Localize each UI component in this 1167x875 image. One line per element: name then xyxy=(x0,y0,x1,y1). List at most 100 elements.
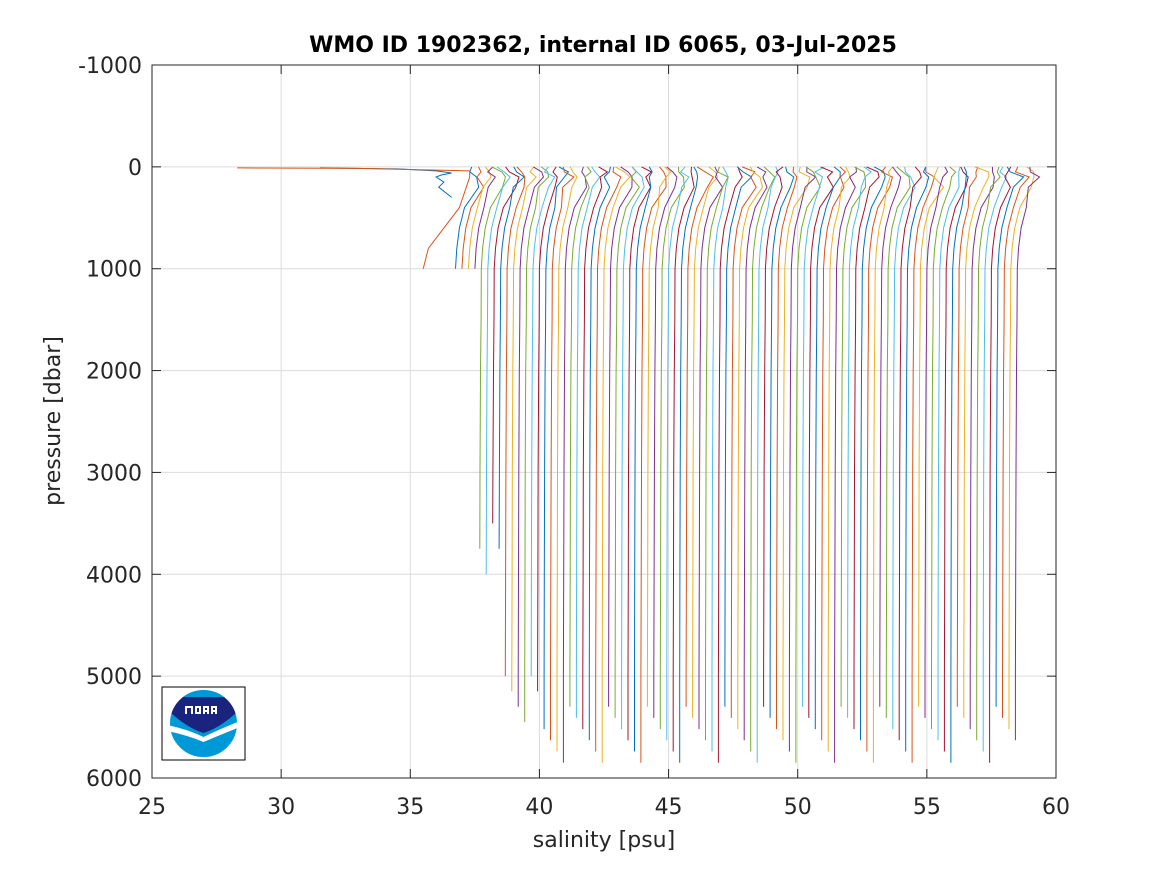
salinity-profile-line xyxy=(743,166,768,741)
salinity-profile-line xyxy=(776,166,798,730)
salinity-profile-line xyxy=(524,166,550,722)
salinity-profile-line xyxy=(485,166,511,575)
salinity-profile-line xyxy=(763,166,784,707)
salinity-profile-line xyxy=(685,166,715,707)
salinity-profile-line xyxy=(892,166,916,730)
x-tick-label: 55 xyxy=(913,795,941,820)
salinity-profile-line xyxy=(795,166,821,763)
salinity-profile-line xyxy=(569,166,592,707)
salinity-profile-line xyxy=(905,166,930,752)
salinity-profile-line xyxy=(943,166,969,752)
salinity-profile-line xyxy=(898,166,922,741)
salinity-profile-line xyxy=(556,166,578,752)
salinity-profile-line xyxy=(931,166,957,730)
salinity-profile-line xyxy=(653,166,678,718)
salinity-profile-line xyxy=(730,166,757,718)
salinity-profile-line xyxy=(963,166,990,718)
x-tick-label: 50 xyxy=(784,795,812,820)
x-tick-label: 25 xyxy=(138,795,166,820)
salinity-profile-line xyxy=(737,166,764,730)
data-layer xyxy=(237,166,1041,763)
salinity-profile-line xyxy=(517,166,545,707)
x-axis-label: salinity [psu] xyxy=(533,828,675,853)
salinity-profile-line xyxy=(679,166,699,763)
noaa-wordmark xyxy=(185,706,217,714)
salinity-profile-line xyxy=(1002,166,1031,718)
salinity-profile-line xyxy=(847,166,873,718)
salinity-profile-line xyxy=(879,166,902,707)
salinity-profile-line xyxy=(717,166,743,763)
noaa-logo xyxy=(161,686,246,761)
salinity-profile-line xyxy=(782,166,811,741)
tick-layer: 25 30 35 40 45 50 55 60 -1000 0 1000 2000 3000 4000 50… xyxy=(78,54,1070,820)
salinity-profile-line xyxy=(634,166,653,752)
salinity-profile-line xyxy=(601,166,631,763)
x-tick-label: 40 xyxy=(525,795,553,820)
salinity-profile-line xyxy=(989,166,1012,763)
y-axis-label: pressure [dbar] xyxy=(41,336,66,506)
x-tick-label: 30 xyxy=(267,795,295,820)
salinity-profile-line xyxy=(461,166,485,269)
salinity-profile-line xyxy=(769,166,795,718)
salinity-profile-line xyxy=(479,166,507,549)
salinity-profile-line xyxy=(498,166,526,549)
salinity-profile-line xyxy=(455,166,480,269)
salinity-profile-line xyxy=(672,166,695,752)
salinity-profile-line xyxy=(711,166,729,752)
salinity-profile-line xyxy=(724,166,753,707)
salinity-profile-line xyxy=(814,166,841,730)
salinity-profile-line xyxy=(640,166,667,763)
salinity-profile-line xyxy=(1014,166,1041,741)
salinity-profile-line xyxy=(646,166,672,707)
salinity-profile-line xyxy=(834,166,857,763)
salinity-profile-line xyxy=(918,166,945,707)
salinity-profile-line xyxy=(924,166,949,718)
salinity-profile-line xyxy=(621,166,645,730)
y-tick-label: 5000 xyxy=(86,665,142,690)
salinity-profile-line xyxy=(659,166,685,730)
salinity-profile-line xyxy=(827,166,851,752)
salinity-profile-line xyxy=(543,166,570,730)
salinity-profile-line xyxy=(911,166,935,763)
salinity-profile-line xyxy=(866,166,893,752)
salinity-profile-line xyxy=(756,166,779,763)
salinity-profile-line xyxy=(885,166,911,718)
salinity-profile-line xyxy=(872,166,894,763)
salinity-profile-line xyxy=(840,166,867,707)
x-tick-label: 45 xyxy=(655,795,683,820)
salinity-profile-line xyxy=(969,166,995,730)
chart-title: WMO ID 1902362, internal ID 6065, 03-Jul… xyxy=(309,33,897,58)
salinity-profile-line xyxy=(582,166,609,730)
salinity-profile-line xyxy=(705,166,729,741)
y-tick-label: 2000 xyxy=(86,360,142,385)
x-tick-label: 35 xyxy=(396,795,424,820)
salinity-profile-line xyxy=(788,166,817,752)
salinity-profile-line xyxy=(474,166,497,269)
y-tick-label: -1000 xyxy=(78,54,142,79)
salinity-profile-line xyxy=(588,166,611,741)
y-tick-label: 3000 xyxy=(86,461,142,486)
y-tick-label: 1000 xyxy=(86,258,142,283)
salinity-profile-line xyxy=(595,166,622,752)
salinity-profile-line xyxy=(976,166,1001,741)
x-tick-label: 60 xyxy=(1042,795,1070,820)
salinity-profile-line xyxy=(537,166,558,692)
salinity-profile-line xyxy=(801,166,825,707)
salinity-profile-line xyxy=(950,166,967,763)
salinity-profile-line xyxy=(995,166,1025,707)
salinity-profile-line xyxy=(511,166,537,692)
salinity-profile-line xyxy=(860,166,886,741)
salinity-profile-line xyxy=(614,166,640,718)
salinity-profile-line xyxy=(808,166,834,718)
salinity-profile-line xyxy=(821,166,847,741)
salinity-profile-line xyxy=(550,166,575,741)
salinity-profile-line xyxy=(575,166,601,718)
salinity-profile-line xyxy=(956,166,979,707)
y-tick-label: 6000 xyxy=(86,767,142,792)
salinity-profile-line xyxy=(937,166,961,741)
salinity-profile-line xyxy=(853,166,880,730)
plot-area-frame xyxy=(151,64,1057,779)
salinity-profile-line xyxy=(627,166,653,741)
salinity-profile-line xyxy=(750,166,776,752)
